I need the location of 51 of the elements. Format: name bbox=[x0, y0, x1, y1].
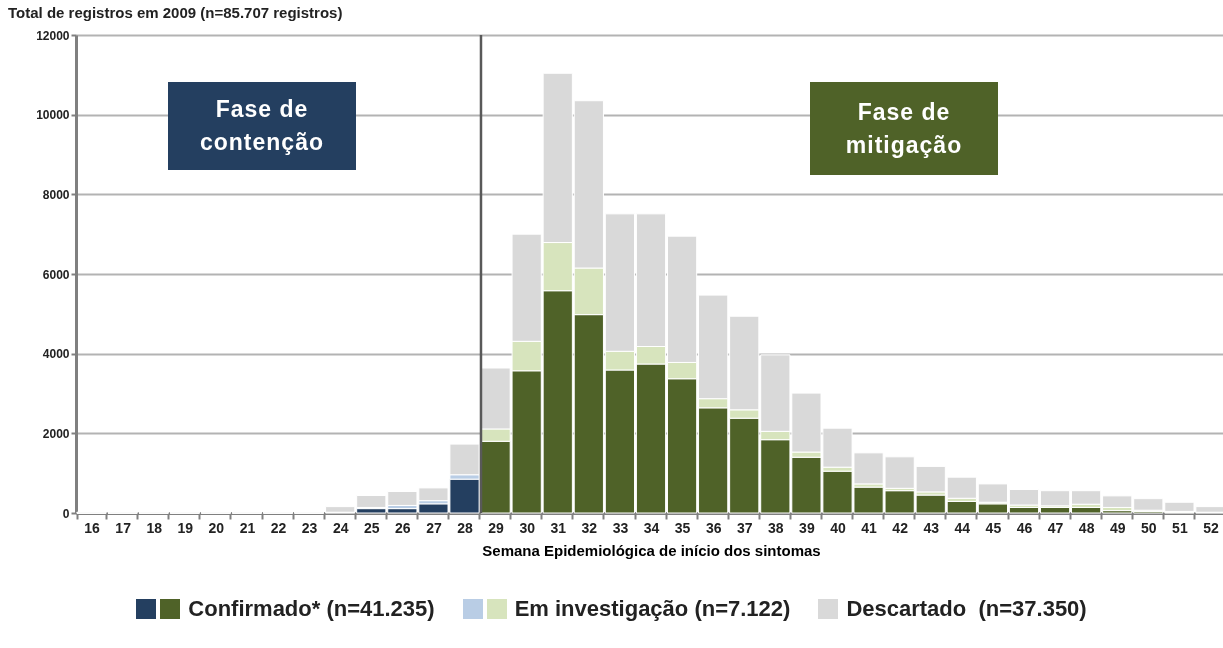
x-tick-label: 49 bbox=[1109, 519, 1126, 536]
y-tick-label: 4000 bbox=[42, 347, 70, 362]
x-tick-label: 37 bbox=[736, 519, 753, 536]
x-tick-label: 46 bbox=[1016, 519, 1033, 536]
x-tick-label: 20 bbox=[208, 519, 225, 536]
x-tick-label: 48 bbox=[1078, 519, 1095, 536]
annotation: Fase de contenção bbox=[199, 95, 325, 157]
x-tick-label: 43 bbox=[923, 519, 940, 536]
legend-label: Em investigação (n=7.122) bbox=[514, 596, 791, 622]
x-tick-label: 29 bbox=[488, 519, 505, 536]
x-tick-label: 22 bbox=[270, 519, 287, 536]
y-tick-label: 12000 bbox=[36, 28, 70, 43]
x-tick-label: 50 bbox=[1141, 519, 1157, 536]
x-tick-label: 21 bbox=[239, 519, 256, 536]
legend-label: Descartado (n=37.350) bbox=[846, 596, 1087, 622]
x-tick-label: 44 bbox=[954, 519, 971, 536]
x-tick-label: 19 bbox=[177, 519, 194, 536]
x-tick-label: 35 bbox=[674, 519, 691, 536]
y-tick-label: 0 bbox=[62, 506, 70, 521]
x-tick-label: 39 bbox=[799, 519, 815, 536]
x-tick-label: 34 bbox=[643, 519, 660, 536]
x-tick-label: 23 bbox=[301, 519, 318, 536]
x-tick-label: 30 bbox=[519, 519, 536, 536]
y-tick-label: 6000 bbox=[42, 267, 70, 282]
x-tick-label: 41 bbox=[861, 519, 878, 536]
y-tick-label: 8000 bbox=[42, 187, 70, 202]
legend-label: Confirmado* (n=41.235) bbox=[188, 596, 435, 622]
x-tick-label: 31 bbox=[550, 519, 567, 536]
chart-title: Total de registros em 2009 (n=85.707 registros) bbox=[8, 4, 343, 21]
x-tick-label: 51 bbox=[1172, 519, 1188, 536]
x-tick-label: 27 bbox=[426, 519, 442, 536]
y-tick-label: 10000 bbox=[36, 108, 70, 123]
x-tick-label: 42 bbox=[892, 519, 909, 536]
x-tick-label: 24 bbox=[332, 519, 349, 536]
x-tick-label: 26 bbox=[395, 519, 411, 536]
x-tick-label: 16 bbox=[84, 519, 101, 536]
x-tick-label: 25 bbox=[363, 519, 380, 536]
x-tick-label: 17 bbox=[115, 519, 132, 536]
x-tick-label: 47 bbox=[1047, 519, 1064, 536]
x-tick-label: 18 bbox=[146, 519, 163, 536]
x-tick-label: 45 bbox=[985, 519, 1002, 536]
x-tick-label: 52 bbox=[1203, 519, 1219, 536]
x-tick-label: 40 bbox=[830, 519, 846, 536]
y-tick-label: 2000 bbox=[42, 426, 70, 441]
x-tick-label: 36 bbox=[705, 519, 722, 536]
annotation: Fase de mitigação bbox=[844, 97, 964, 160]
x-tick-label: 28 bbox=[457, 519, 474, 536]
x-tick-label: 33 bbox=[612, 519, 629, 536]
x-axis-title: Semana Epidemiológica de início dos sintomas bbox=[482, 541, 821, 559]
x-tick-label: 32 bbox=[581, 519, 598, 536]
x-tick-label: 38 bbox=[768, 519, 784, 536]
